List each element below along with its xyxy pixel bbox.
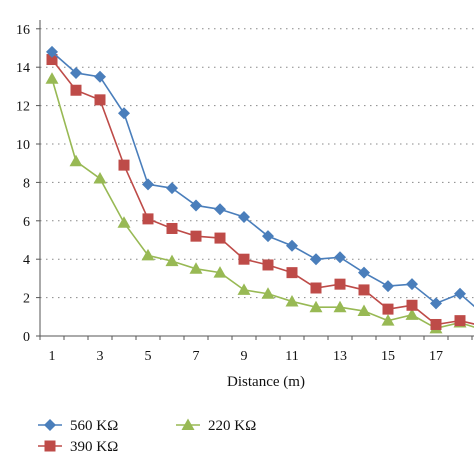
legend-item: 220 KΩ: [176, 418, 256, 434]
data-point: [141, 248, 155, 261]
data-point: [454, 287, 466, 300]
data-point: [358, 266, 370, 279]
data-point: [45, 72, 59, 84]
series-line: [51, 51, 474, 308]
data-point: [165, 254, 179, 267]
data-point: [190, 199, 202, 212]
data-point: [93, 172, 107, 184]
data-point: [262, 259, 274, 271]
data-point: [285, 294, 299, 307]
data-point: [310, 282, 322, 294]
data-point: [189, 262, 203, 274]
legend-marker: [44, 419, 56, 431]
data-point: [334, 251, 346, 264]
legend-label: 390 KΩ: [70, 439, 118, 455]
legend: 560 KΩ 390 KΩ 220 KΩ: [38, 418, 256, 455]
y-tick-label: 10: [16, 138, 30, 153]
y-tick-label: 16: [16, 23, 30, 38]
data-point: [69, 154, 83, 167]
legend-marker: [181, 418, 195, 430]
data-point: [357, 304, 371, 317]
series-560-k: [46, 45, 474, 310]
data-point: [405, 308, 419, 320]
data-point: [142, 213, 154, 225]
series-220-k: [45, 72, 474, 334]
axes: [36, 20, 474, 340]
data-point: [142, 178, 154, 191]
data-point: [310, 253, 322, 266]
data-point: [70, 84, 82, 96]
data-point: [190, 230, 202, 242]
y-tick-labels: 0 2 4 6 8 10 12 14 16: [16, 23, 30, 345]
data-point: [262, 230, 274, 243]
data-point: [46, 54, 58, 66]
data-point: [118, 107, 130, 120]
y-tick-label: 0: [23, 330, 30, 345]
data-point: [358, 284, 370, 296]
legend-label: 560 KΩ: [70, 418, 118, 434]
y-tick-label: 14: [16, 61, 30, 76]
x-tick-label: 15: [381, 349, 395, 364]
data-point: [430, 297, 442, 310]
gridlines: [40, 28, 474, 299]
data-point: [261, 287, 275, 299]
data-point: [309, 300, 323, 313]
x-tick-label: 3: [97, 349, 104, 364]
y-tick-label: 12: [16, 100, 30, 115]
data-point: [70, 66, 82, 79]
y-tick-label: 8: [23, 176, 30, 191]
x-tick-label: 9: [241, 349, 248, 364]
x-tick-label: 11: [285, 349, 298, 364]
x-tick-label: 1: [49, 349, 56, 364]
x-tick-label: 17: [429, 349, 443, 364]
data-point: [406, 299, 418, 311]
data-point: [454, 315, 466, 327]
data-point: [118, 159, 130, 171]
data-point: [286, 239, 298, 252]
x-tick-label: 13: [333, 349, 347, 364]
data-point: [382, 303, 394, 315]
data-point: [334, 278, 346, 290]
legend-item: 560 KΩ: [38, 418, 118, 434]
y-tick-label: 6: [23, 215, 30, 230]
data-point: [237, 283, 251, 295]
data-point: [333, 300, 347, 313]
y-tick-label: 4: [23, 253, 30, 268]
series-layer: [45, 45, 474, 334]
data-point: [46, 45, 58, 58]
data-point: [214, 203, 226, 216]
x-tick-label: 5: [145, 349, 152, 364]
data-point: [381, 314, 395, 326]
series-390-k: [46, 54, 474, 330]
data-point: [117, 216, 131, 228]
series-line: [51, 78, 474, 330]
data-point: [238, 210, 250, 223]
x-tick-label: 7: [193, 349, 200, 364]
data-point: [166, 222, 178, 234]
legend-label: 220 KΩ: [208, 418, 256, 434]
legend-marker: [44, 440, 56, 452]
data-point: [94, 94, 106, 106]
data-point: [286, 267, 298, 279]
data-point: [94, 70, 106, 83]
x-axis-title: Distance (m): [227, 374, 305, 390]
data-point: [406, 278, 418, 291]
data-point: [238, 253, 250, 265]
data-point: [214, 232, 226, 244]
data-point: [382, 280, 394, 293]
legend-item: 390 KΩ: [38, 439, 118, 455]
data-point: [213, 266, 227, 278]
data-point: [430, 318, 442, 330]
data-point: [166, 182, 178, 195]
x-tick-labels: 13579111315171: [49, 349, 444, 364]
y-tick-label: 2: [23, 292, 30, 307]
